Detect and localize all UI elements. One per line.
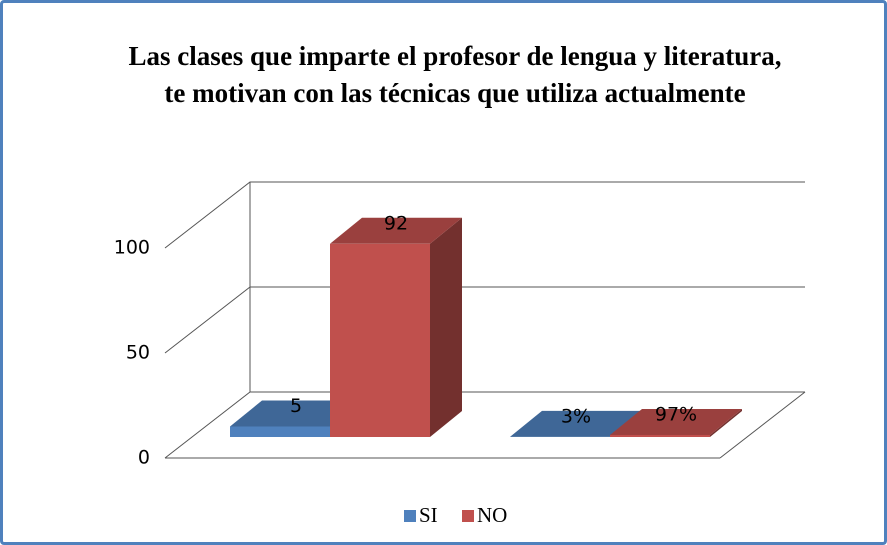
legend-label: NO bbox=[477, 503, 507, 527]
legend-swatch bbox=[462, 510, 474, 522]
bar-top bbox=[330, 217, 462, 244]
data-label: 92 bbox=[384, 212, 408, 234]
legend-swatch bbox=[404, 510, 416, 522]
y-tick-label: 100 bbox=[114, 237, 150, 259]
y-tick-label: 50 bbox=[126, 342, 150, 364]
grid-line bbox=[164, 286, 805, 354]
data-label: 97% bbox=[655, 403, 697, 425]
y-tick-label: 0 bbox=[138, 447, 150, 469]
bar-top bbox=[510, 410, 642, 437]
bar bbox=[230, 426, 330, 437]
bar-side bbox=[430, 217, 462, 437]
bar-top bbox=[230, 400, 362, 427]
bar-side bbox=[710, 408, 742, 437]
floor-edge bbox=[719, 391, 806, 459]
data-label: 3% bbox=[561, 405, 591, 427]
grid-line bbox=[164, 181, 805, 249]
bar-top bbox=[610, 408, 742, 435]
legend-label: SI bbox=[419, 503, 438, 527]
data-label: 5 bbox=[290, 395, 302, 417]
grid-line bbox=[164, 391, 805, 459]
chart-title: Las clases que imparte el profesor de le… bbox=[128, 41, 782, 108]
bar bbox=[610, 434, 710, 437]
bar bbox=[330, 243, 430, 437]
